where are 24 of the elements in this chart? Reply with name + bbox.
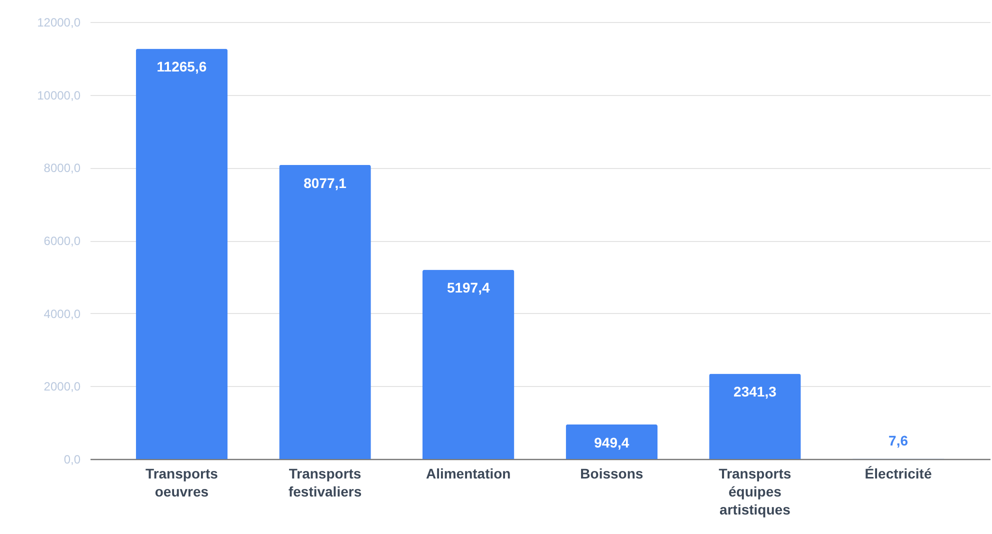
bar	[566, 424, 658, 459]
x-tick-label: Transports équipes artistiques	[718, 466, 792, 518]
bar	[422, 270, 514, 459]
x-tick-label: Boissons	[580, 466, 644, 482]
data-label: 2341,3	[734, 384, 777, 400]
data-label: 11265,6	[156, 58, 207, 75]
data-label: 5197,4	[446, 280, 490, 296]
y-tick-label: 4000,0	[44, 306, 81, 321]
data-label: 949,4	[594, 434, 630, 450]
bar	[279, 164, 371, 459]
x-tick-label: Électricité	[864, 466, 932, 482]
y-tick-label: 0,0	[64, 452, 81, 466]
y-tick-label: 6000,0	[44, 234, 81, 248]
data-label: 8077,1	[304, 174, 347, 191]
y-tick-label: 8000,0	[44, 161, 81, 176]
y-tick-label: 12000,0	[37, 16, 81, 30]
bar	[709, 374, 801, 459]
y-tick-label: 2000,0	[44, 380, 81, 394]
x-tick-label: Alimentation	[426, 466, 511, 482]
x-tick-label: Transports festivaliers	[288, 466, 362, 500]
y-tick-label: 10000,0	[37, 88, 81, 102]
bar	[136, 48, 228, 459]
data-label: 7,6	[888, 432, 908, 449]
x-tick-label: Transports oeuvres	[146, 466, 218, 500]
